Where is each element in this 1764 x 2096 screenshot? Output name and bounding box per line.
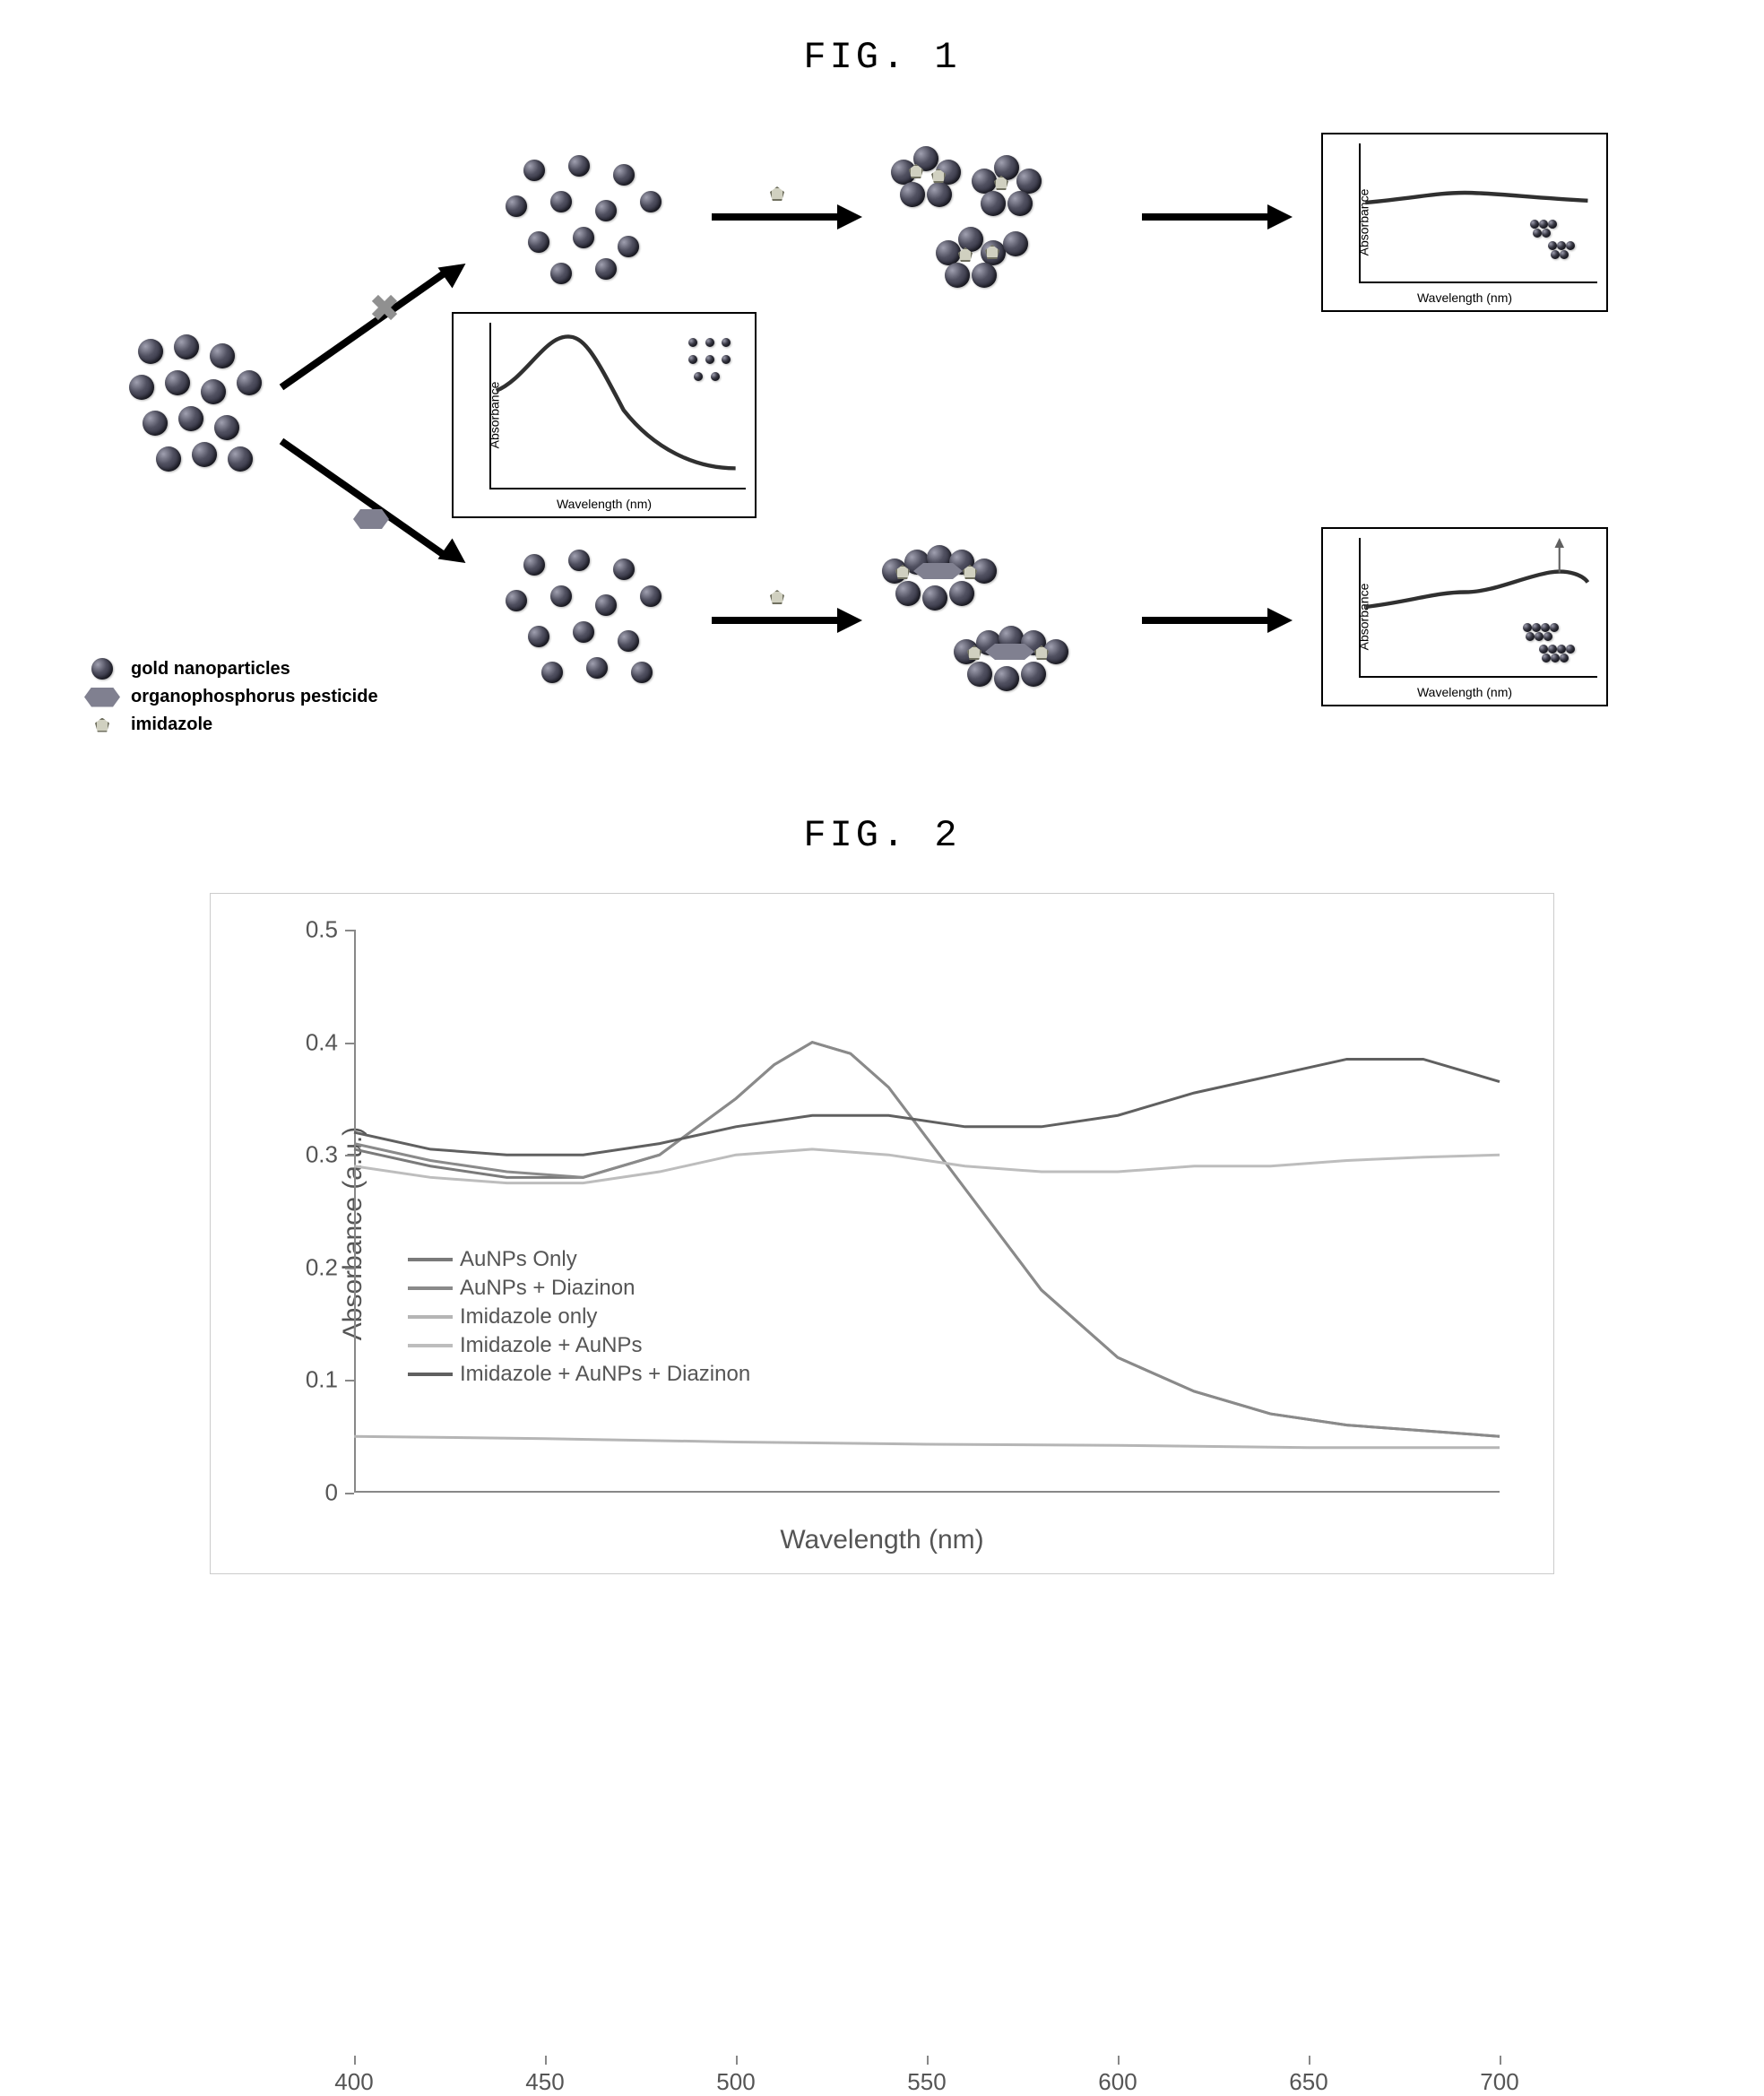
x-tick bbox=[545, 2056, 547, 2065]
legend-line-sample bbox=[408, 1258, 453, 1261]
x-tick bbox=[1500, 2056, 1501, 2065]
arrow-to-top-path-head bbox=[438, 254, 473, 289]
pesticide-legend-icon bbox=[84, 688, 120, 707]
arrow-bottom-mid-head bbox=[837, 608, 862, 633]
x-tick-label: 400 bbox=[334, 2068, 373, 2096]
x-tick-label: 700 bbox=[1480, 2068, 1518, 2096]
xticks: 400450500550600650700 bbox=[354, 1493, 1500, 2056]
arrow-bottom-right bbox=[1142, 617, 1267, 624]
legend-pesticide-label: organophosphorus pesticide bbox=[131, 687, 378, 707]
legend-line-sample bbox=[408, 1286, 453, 1290]
arrow-top-mid-head bbox=[837, 204, 862, 230]
x-tick bbox=[927, 2056, 929, 2065]
y-tick bbox=[345, 1043, 354, 1044]
legend-series-label: AuNPs Only bbox=[460, 1247, 577, 1272]
arrow-top-right bbox=[1142, 213, 1267, 221]
y-tick-label: 0.2 bbox=[306, 1253, 338, 1281]
legend-series-label: Imidazole only bbox=[460, 1304, 597, 1329]
x-tick bbox=[354, 2056, 356, 2065]
y-tick-label: 0.1 bbox=[306, 1366, 338, 1394]
arrow-to-bottom-path bbox=[280, 438, 445, 558]
plot-area: 00.10.20.30.40.5 400450500550600650700 bbox=[354, 930, 1500, 1493]
legend-series-label: Imidazole + AuNPs bbox=[460, 1333, 642, 1358]
legend-row: Imidazole + AuNPs bbox=[408, 1333, 750, 1358]
arrow-top-right-head bbox=[1267, 204, 1293, 230]
arrow-to-top-path bbox=[280, 272, 445, 391]
initial-nanoparticle-cluster bbox=[120, 330, 281, 491]
x-tick-label: 500 bbox=[716, 2068, 755, 2096]
y-tick-label: 0.5 bbox=[306, 916, 338, 944]
legend-row: Imidazole + AuNPs + Diazinon bbox=[408, 1362, 750, 1387]
x-tick bbox=[1309, 2056, 1310, 2065]
fig1-legend: gold nanoparticles organophosphorus pest… bbox=[84, 651, 378, 742]
fig2-legend: AuNPs Only AuNPs + Diazinon Imidazole only… bbox=[408, 1243, 750, 1390]
fig2-title: FIG. 2 bbox=[54, 814, 1710, 857]
fig1-diagram: Absorbance Wavelength (nm) bbox=[75, 115, 1689, 760]
legend-series-label: AuNPs + Diazinon bbox=[460, 1276, 635, 1301]
fig2-lines bbox=[354, 930, 1500, 1493]
x-tick-label: 550 bbox=[907, 2068, 946, 2096]
top-chart-xlabel: Wavelength (nm) bbox=[1417, 290, 1512, 305]
top-right-mini-chart: Absorbance Wavelength (nm) bbox=[1321, 133, 1608, 312]
y-tick-label: 0.4 bbox=[306, 1028, 338, 1056]
x-tick-label: 450 bbox=[525, 2068, 564, 2096]
bottom-chart-xlabel: Wavelength (nm) bbox=[1417, 685, 1512, 699]
imidazole-legend-icon bbox=[95, 718, 109, 732]
legend-line-sample bbox=[408, 1344, 453, 1347]
legend-line-sample bbox=[408, 1315, 453, 1319]
arrow-bottom-mid bbox=[712, 617, 837, 624]
fig2-chart: Absorbance (a.u.) Wavelength (nm) 00.10.… bbox=[210, 893, 1554, 1574]
figure-1: FIG. 1 bbox=[54, 36, 1710, 760]
bottom-dispersed-cluster bbox=[497, 545, 676, 697]
center-chart-xlabel: Wavelength (nm) bbox=[557, 497, 652, 511]
imidazole-icon-top bbox=[770, 186, 784, 201]
legend-series-label: Imidazole + AuNPs + Diazinon bbox=[460, 1362, 750, 1387]
arrow-to-bottom-path-head bbox=[438, 539, 473, 574]
x-tick-label: 650 bbox=[1289, 2068, 1327, 2096]
legend-row: Imidazole only bbox=[408, 1304, 750, 1329]
legend-nanoparticle: gold nanoparticles bbox=[84, 658, 378, 680]
legend-imidazole-label: imidazole bbox=[131, 715, 212, 735]
legend-row: AuNPs Only bbox=[408, 1247, 750, 1272]
x-tick bbox=[1118, 2056, 1120, 2065]
imidazole-icon-bottom bbox=[770, 590, 784, 604]
y-tick bbox=[345, 1155, 354, 1156]
x-tick bbox=[736, 2056, 738, 2065]
top-aggregated-clusters bbox=[891, 142, 1106, 303]
legend-imidazole: imidazole bbox=[84, 715, 378, 735]
center-mini-chart: Absorbance Wavelength (nm) bbox=[452, 312, 757, 518]
top-dispersed-cluster bbox=[497, 151, 676, 294]
y-tick bbox=[345, 1268, 354, 1269]
figure-2: FIG. 2 Absorbance (a.u.) Wavelength (nm)… bbox=[54, 814, 1710, 1574]
y-tick-label: 0 bbox=[325, 1479, 338, 1507]
nanoparticle-icon bbox=[91, 658, 113, 680]
y-tick bbox=[345, 930, 354, 931]
arrow-bottom-right-head bbox=[1267, 608, 1293, 633]
bottom-right-mini-chart: Absorbance Wavelength (nm) bbox=[1321, 527, 1608, 706]
pesticide-icon bbox=[353, 509, 389, 529]
x-tick-label: 600 bbox=[1098, 2068, 1137, 2096]
top-chart-curve bbox=[1361, 143, 1597, 281]
arrow-top-mid bbox=[712, 213, 837, 221]
fig1-title: FIG. 1 bbox=[54, 36, 1710, 79]
cross-icon bbox=[371, 294, 398, 321]
bottom-aggregated-clusters bbox=[882, 545, 1115, 706]
legend-row: AuNPs + Diazinon bbox=[408, 1276, 750, 1301]
y-tick-label: 0.3 bbox=[306, 1141, 338, 1169]
legend-nanoparticle-label: gold nanoparticles bbox=[131, 659, 290, 680]
series-line bbox=[354, 1436, 1500, 1448]
y-tick bbox=[345, 1380, 354, 1381]
legend-pesticide: organophosphorus pesticide bbox=[84, 687, 378, 707]
series-line bbox=[354, 1059, 1500, 1155]
legend-line-sample bbox=[408, 1373, 453, 1376]
y-tick bbox=[345, 1493, 354, 1494]
